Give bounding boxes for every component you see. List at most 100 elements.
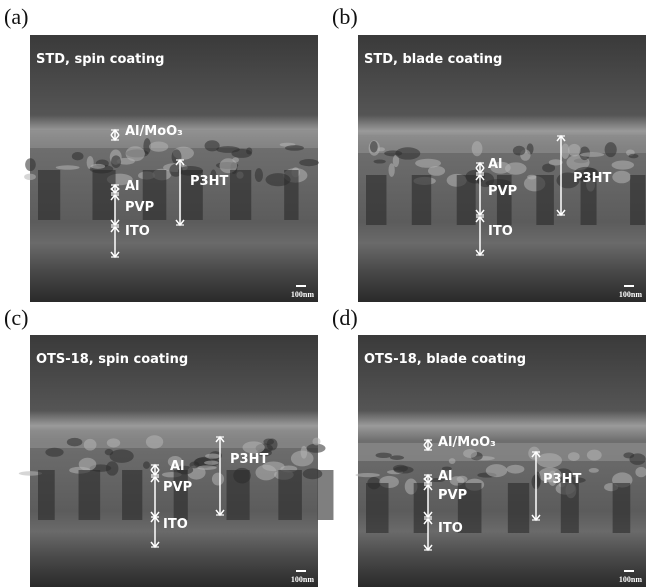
panel-title: OTS-18, blade coating: [364, 352, 526, 367]
pillar: [227, 470, 250, 520]
layer-label: Al: [488, 157, 503, 172]
pillar: [79, 470, 101, 520]
texture: [513, 146, 525, 156]
pillar: [230, 170, 251, 220]
texture: [291, 451, 314, 467]
texture: [45, 448, 63, 457]
texture: [255, 168, 263, 182]
texture: [534, 472, 541, 487]
texture: [449, 458, 456, 464]
panel-letter: (c): [4, 305, 28, 330]
texture: [629, 453, 645, 465]
texture: [105, 449, 113, 455]
pillar: [613, 483, 631, 533]
layer-label: P3HT: [230, 452, 268, 467]
pillar: [366, 175, 386, 225]
texture: [612, 171, 631, 184]
texture: [79, 458, 97, 471]
panel-letter: (b): [332, 4, 358, 29]
panel-title: STD, spin coating: [36, 52, 164, 67]
texture: [612, 160, 634, 169]
pillar: [122, 470, 142, 520]
layer-label: PVP: [163, 480, 192, 495]
texture: [107, 438, 120, 447]
texture: [204, 461, 219, 465]
texture: [428, 166, 445, 176]
texture: [312, 438, 320, 446]
layer-label: Al: [125, 179, 140, 194]
texture: [231, 149, 252, 158]
pillar: [38, 470, 55, 520]
texture: [232, 157, 239, 162]
texture: [390, 455, 404, 460]
panel-letter: (a): [4, 4, 28, 29]
texture: [589, 468, 599, 473]
layer-label: P3HT: [190, 174, 228, 189]
layer-label: P3HT: [543, 472, 581, 487]
sem-panel: (d)OTS-18, blade coatingAl/MoO₃AlPVPP3HT…: [332, 305, 646, 587]
scale-label: 100nm: [619, 290, 642, 299]
texture: [72, 152, 84, 160]
layer-label: Al: [438, 469, 453, 484]
layer-label: PVP: [125, 200, 154, 215]
layer-label: ITO: [125, 224, 150, 239]
texture: [285, 145, 304, 151]
layer-label: Al/MoO₃: [125, 124, 183, 139]
texture: [376, 453, 392, 458]
pillar: [284, 170, 298, 220]
texture: [587, 450, 602, 461]
texture: [505, 162, 527, 174]
texture: [388, 163, 394, 177]
texture: [91, 164, 106, 169]
texture: [267, 438, 278, 450]
pillar: [536, 175, 554, 225]
texture: [110, 449, 134, 463]
texture: [56, 165, 80, 169]
texture: [84, 439, 97, 451]
texture: [486, 464, 507, 477]
pillar: [561, 483, 579, 533]
panel-letter: (d): [332, 305, 358, 330]
layer-label: ITO: [438, 521, 463, 536]
texture: [355, 473, 380, 477]
texture: [149, 142, 168, 152]
texture: [472, 141, 483, 156]
texture: [25, 158, 36, 171]
texture: [605, 142, 617, 157]
layer-label: P3HT: [573, 171, 611, 186]
texture: [568, 452, 580, 461]
pillar: [366, 483, 389, 533]
pillar: [318, 470, 334, 520]
pillar: [508, 483, 529, 533]
pillar: [38, 170, 60, 220]
pillar: [630, 175, 645, 225]
texture: [507, 465, 525, 474]
texture: [463, 449, 477, 458]
pillar: [457, 175, 476, 225]
pillar: [278, 470, 302, 520]
layer-label: Al/MoO₃: [438, 435, 496, 450]
scale-label: 100nm: [291, 575, 314, 584]
pillar: [174, 470, 188, 520]
layer-label: ITO: [163, 517, 188, 532]
texture: [457, 476, 468, 483]
texture: [146, 435, 163, 448]
texture: [527, 175, 536, 180]
texture: [370, 141, 378, 153]
texture: [393, 465, 408, 472]
texture: [111, 155, 121, 168]
texture: [189, 461, 199, 468]
texture: [299, 159, 319, 166]
scale-label: 100nm: [619, 575, 642, 584]
layer-label: PVP: [488, 184, 517, 199]
pillar: [412, 175, 431, 225]
texture: [212, 473, 224, 486]
scale-label: 100nm: [291, 290, 314, 299]
texture: [24, 174, 36, 181]
texture: [67, 438, 83, 447]
texture: [374, 160, 386, 164]
texture: [395, 147, 420, 159]
texture: [561, 143, 570, 158]
